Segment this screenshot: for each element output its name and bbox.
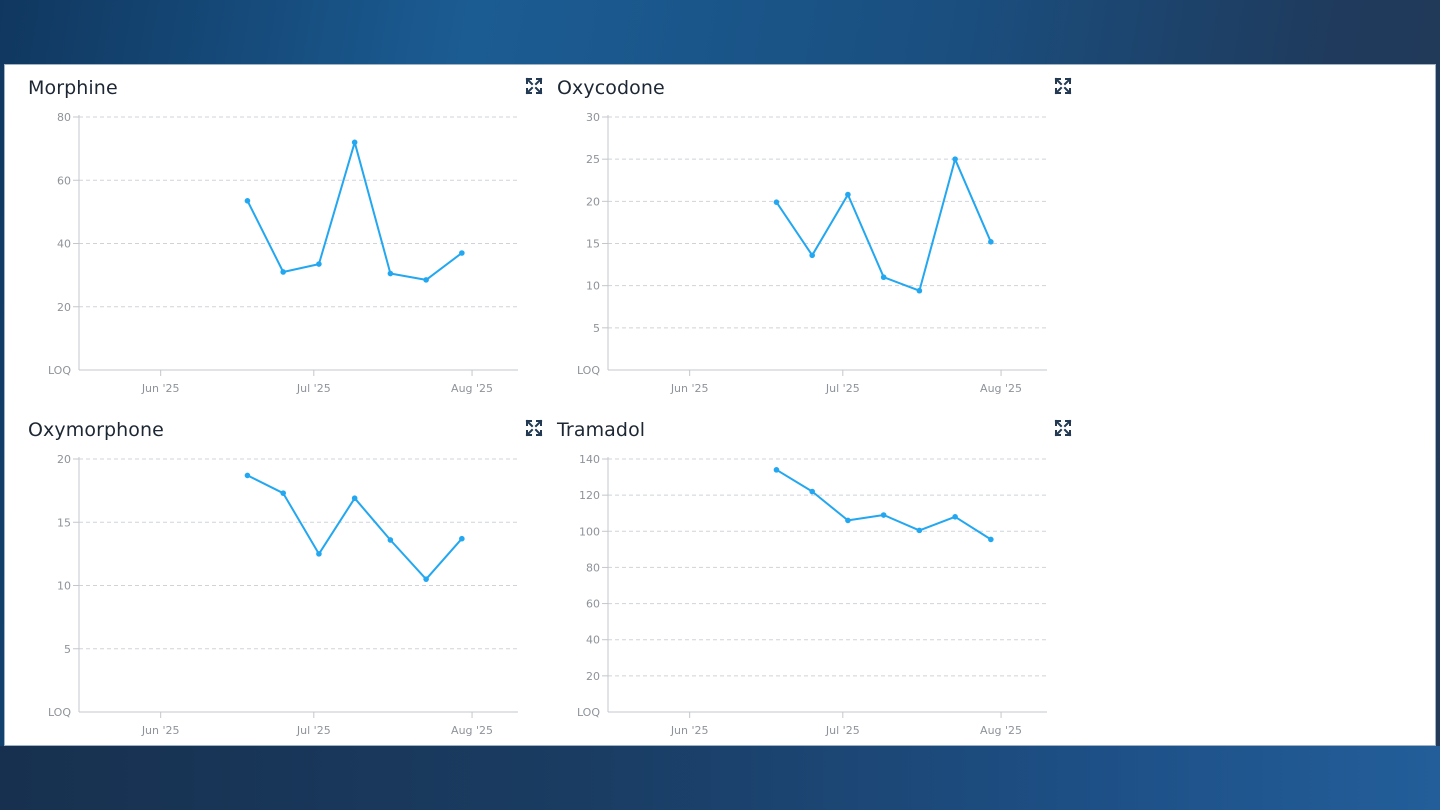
expand-chart-button[interactable] (1052, 417, 1074, 439)
chart-title: Oxycodone (557, 77, 665, 99)
data-point[interactable] (351, 139, 358, 146)
y-tick-label: 120 (579, 489, 600, 502)
chart-title: Morphine (28, 77, 118, 99)
data-point[interactable] (423, 277, 429, 283)
x-tick-label: Aug '25 (451, 382, 493, 395)
y-tick-label: LOQ (48, 706, 71, 719)
chart-morphine: Morphine LOQ 20 40 60 80 Jun '25 Jul '25 Aug '2… (28, 71, 558, 411)
data-point[interactable] (916, 527, 923, 534)
y-tick-label: 60 (586, 598, 600, 611)
x-tick-label: Jun '25 (141, 724, 180, 737)
data-point[interactable] (952, 156, 958, 162)
data-point[interactable] (773, 199, 780, 205)
y-tick-label: 40 (57, 238, 71, 251)
y-tick-label: 80 (57, 111, 71, 124)
chart-tramadol: Tramadol LOQ 20 40 60 80 100 120 140 Jun '25 Jul … (557, 413, 1087, 753)
data-point[interactable] (459, 535, 465, 542)
plot-area: LOQ 5 10 15 20 25 30 Jun '25 Jul '25 Aug '25 (577, 111, 1047, 395)
chart-oxycodone: Oxycodone LOQ 5 10 15 20 25 30 Jun '25 Jul '25 Au… (557, 71, 1087, 411)
data-point[interactable] (773, 467, 780, 473)
plot-area: LOQ 20 40 60 80 Jun '25 Jul '25 Aug '25 (48, 111, 518, 395)
expand-icon (1054, 77, 1072, 95)
data-point[interactable] (423, 576, 429, 582)
expand-chart-button[interactable] (523, 417, 545, 439)
y-tick-label: 30 (586, 111, 600, 124)
y-tick-label: 15 (586, 238, 600, 251)
data-point[interactable] (809, 252, 815, 259)
data-point[interactable] (880, 512, 887, 518)
y-tick-label: 25 (586, 153, 600, 166)
expand-chart-button[interactable] (1052, 75, 1074, 97)
x-tick-label: Jul '25 (296, 724, 331, 737)
data-point[interactable] (316, 551, 322, 557)
series-line (247, 474, 463, 581)
data-point[interactable] (316, 261, 322, 267)
data-point[interactable] (459, 250, 465, 256)
data-point[interactable] (387, 537, 394, 543)
x-tick-label: Aug '25 (980, 382, 1022, 395)
charts-panel: Morphine LOQ 20 40 60 80 Jun '25 Jul '25 Aug '2… (4, 64, 1436, 746)
x-tick-label: Jun '25 (670, 724, 709, 737)
data-point[interactable] (988, 536, 994, 543)
expand-icon (525, 77, 543, 95)
series-line (775, 468, 992, 541)
expand-chart-button[interactable] (523, 75, 545, 97)
y-tick-label: 40 (586, 634, 600, 647)
y-tick-label: 20 (57, 453, 71, 466)
data-point[interactable] (880, 274, 887, 281)
y-tick-label: 5 (593, 322, 600, 335)
x-tick-label: Aug '25 (980, 724, 1022, 737)
data-point[interactable] (988, 239, 994, 245)
x-tick-label: Jul '25 (825, 382, 860, 395)
x-tick-label: Jul '25 (825, 724, 860, 737)
x-tick-label: Jun '25 (670, 382, 709, 395)
y-tick-label: 60 (57, 174, 71, 187)
data-point[interactable] (280, 269, 286, 275)
series-line (246, 141, 463, 281)
y-tick-label: 20 (586, 195, 600, 208)
x-tick-label: Aug '25 (451, 724, 493, 737)
plot-area: LOQ 5 10 15 20 Jun '25 Jul '25 Aug '25 (48, 453, 518, 737)
y-tick-label: 100 (579, 525, 600, 538)
y-tick-label: 10 (57, 580, 71, 593)
y-tick-label: 5 (64, 643, 71, 656)
chart-oxymorphone: Oxymorphone LOQ 5 10 15 20 Jun '25 Jul '25 Aug … (28, 413, 558, 753)
data-point[interactable] (952, 514, 958, 520)
data-point[interactable] (351, 495, 358, 502)
y-tick-label: 10 (586, 280, 600, 293)
data-point[interactable] (845, 517, 851, 524)
plot-area: LOQ 20 40 60 80 100 120 140 Jun '25 Jul '25 Aug '2… (577, 453, 1047, 737)
y-tick-label: 15 (57, 516, 71, 529)
data-point[interactable] (387, 270, 394, 277)
expand-icon (525, 419, 543, 437)
y-tick-label: LOQ (48, 364, 71, 377)
data-point[interactable] (916, 287, 923, 294)
y-tick-label: 20 (586, 670, 600, 683)
chart-title: Tramadol (557, 419, 646, 441)
data-point[interactable] (244, 472, 251, 479)
y-tick-label: 140 (579, 453, 600, 466)
data-point[interactable] (809, 488, 815, 495)
x-tick-label: Jun '25 (141, 382, 180, 395)
y-tick-label: 20 (57, 301, 71, 314)
x-tick-label: Jul '25 (296, 382, 331, 395)
expand-icon (1054, 419, 1072, 437)
y-tick-label: LOQ (577, 706, 600, 719)
y-tick-label: LOQ (577, 364, 600, 377)
data-point[interactable] (845, 191, 851, 198)
data-point[interactable] (280, 490, 286, 496)
chart-title: Oxymorphone (28, 419, 164, 441)
data-point[interactable] (244, 198, 251, 204)
background-footer-band (0, 746, 1440, 810)
y-tick-label: 80 (586, 561, 600, 574)
series-line (775, 158, 992, 292)
